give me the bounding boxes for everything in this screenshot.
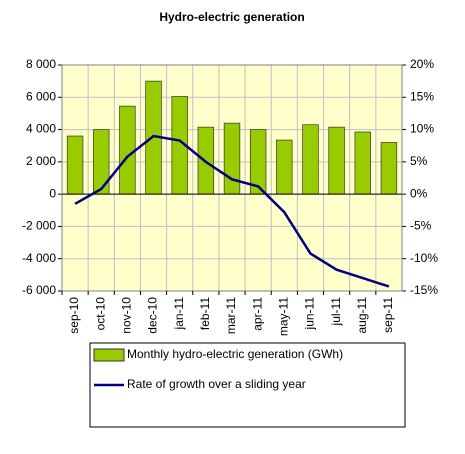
bar	[380, 142, 398, 195]
y2-tick-label: 10%	[410, 122, 434, 136]
plot-border	[61, 64, 403, 292]
bar	[93, 129, 110, 195]
x-tick-label: sep-11	[381, 297, 395, 333]
y2-tick-label: -10%	[410, 251, 438, 265]
x-tick-label: dec-10	[146, 297, 160, 334]
bar	[328, 126, 345, 195]
chart-title: Hydro-electric generation	[159, 10, 304, 24]
y-tick-label: 0	[49, 186, 56, 200]
legend-swatch	[93, 348, 125, 362]
y2-tick-label: 20%	[410, 57, 434, 71]
legend-box	[89, 342, 406, 428]
y-tick-label: 2 000	[26, 154, 56, 168]
bar	[302, 124, 319, 195]
x-tick-label: mar-11	[224, 297, 238, 334]
y-tick-label: 8 000	[26, 57, 56, 71]
legend-label: Rate of growth over a sliding year	[127, 377, 306, 391]
y-tick-label: 4 000	[26, 122, 56, 136]
x-tick-label: jun-11	[303, 297, 317, 331]
x-tick-label: apr-11	[250, 297, 264, 331]
y-tick-label: -2 000	[22, 219, 56, 233]
x-tick-label: feb-11	[198, 297, 212, 330]
legend-label: Monthly hydro-electric generation (GWh)	[127, 347, 343, 361]
y-tick-label: 6 000	[26, 89, 56, 103]
bar	[119, 105, 136, 195]
x-tick-label: sep-10	[67, 297, 81, 334]
y2-tick-label: -5%	[410, 219, 432, 233]
y2-tick-label: 0%	[410, 186, 428, 200]
bar	[354, 131, 371, 195]
x-tick-label: oct-10	[93, 297, 107, 331]
y2-tick-label: 5%	[410, 154, 428, 168]
line	[74, 134, 390, 288]
bar	[223, 122, 241, 195]
y2-tick-label: 15%	[410, 89, 434, 103]
x-tick-label: jan-11	[172, 297, 186, 331]
y2-tick-label: -15%	[410, 283, 438, 297]
x-tick-label: jul-11	[329, 297, 343, 327]
y-tick-label: -6 000	[22, 283, 56, 297]
x-tick-label: nov-10	[120, 297, 134, 334]
y-tick-label: -4 000	[22, 251, 56, 265]
x-tick-label: aug-11	[355, 297, 369, 334]
bar	[276, 139, 293, 195]
bar	[66, 135, 84, 195]
x-tick-label: may-11	[276, 297, 290, 336]
